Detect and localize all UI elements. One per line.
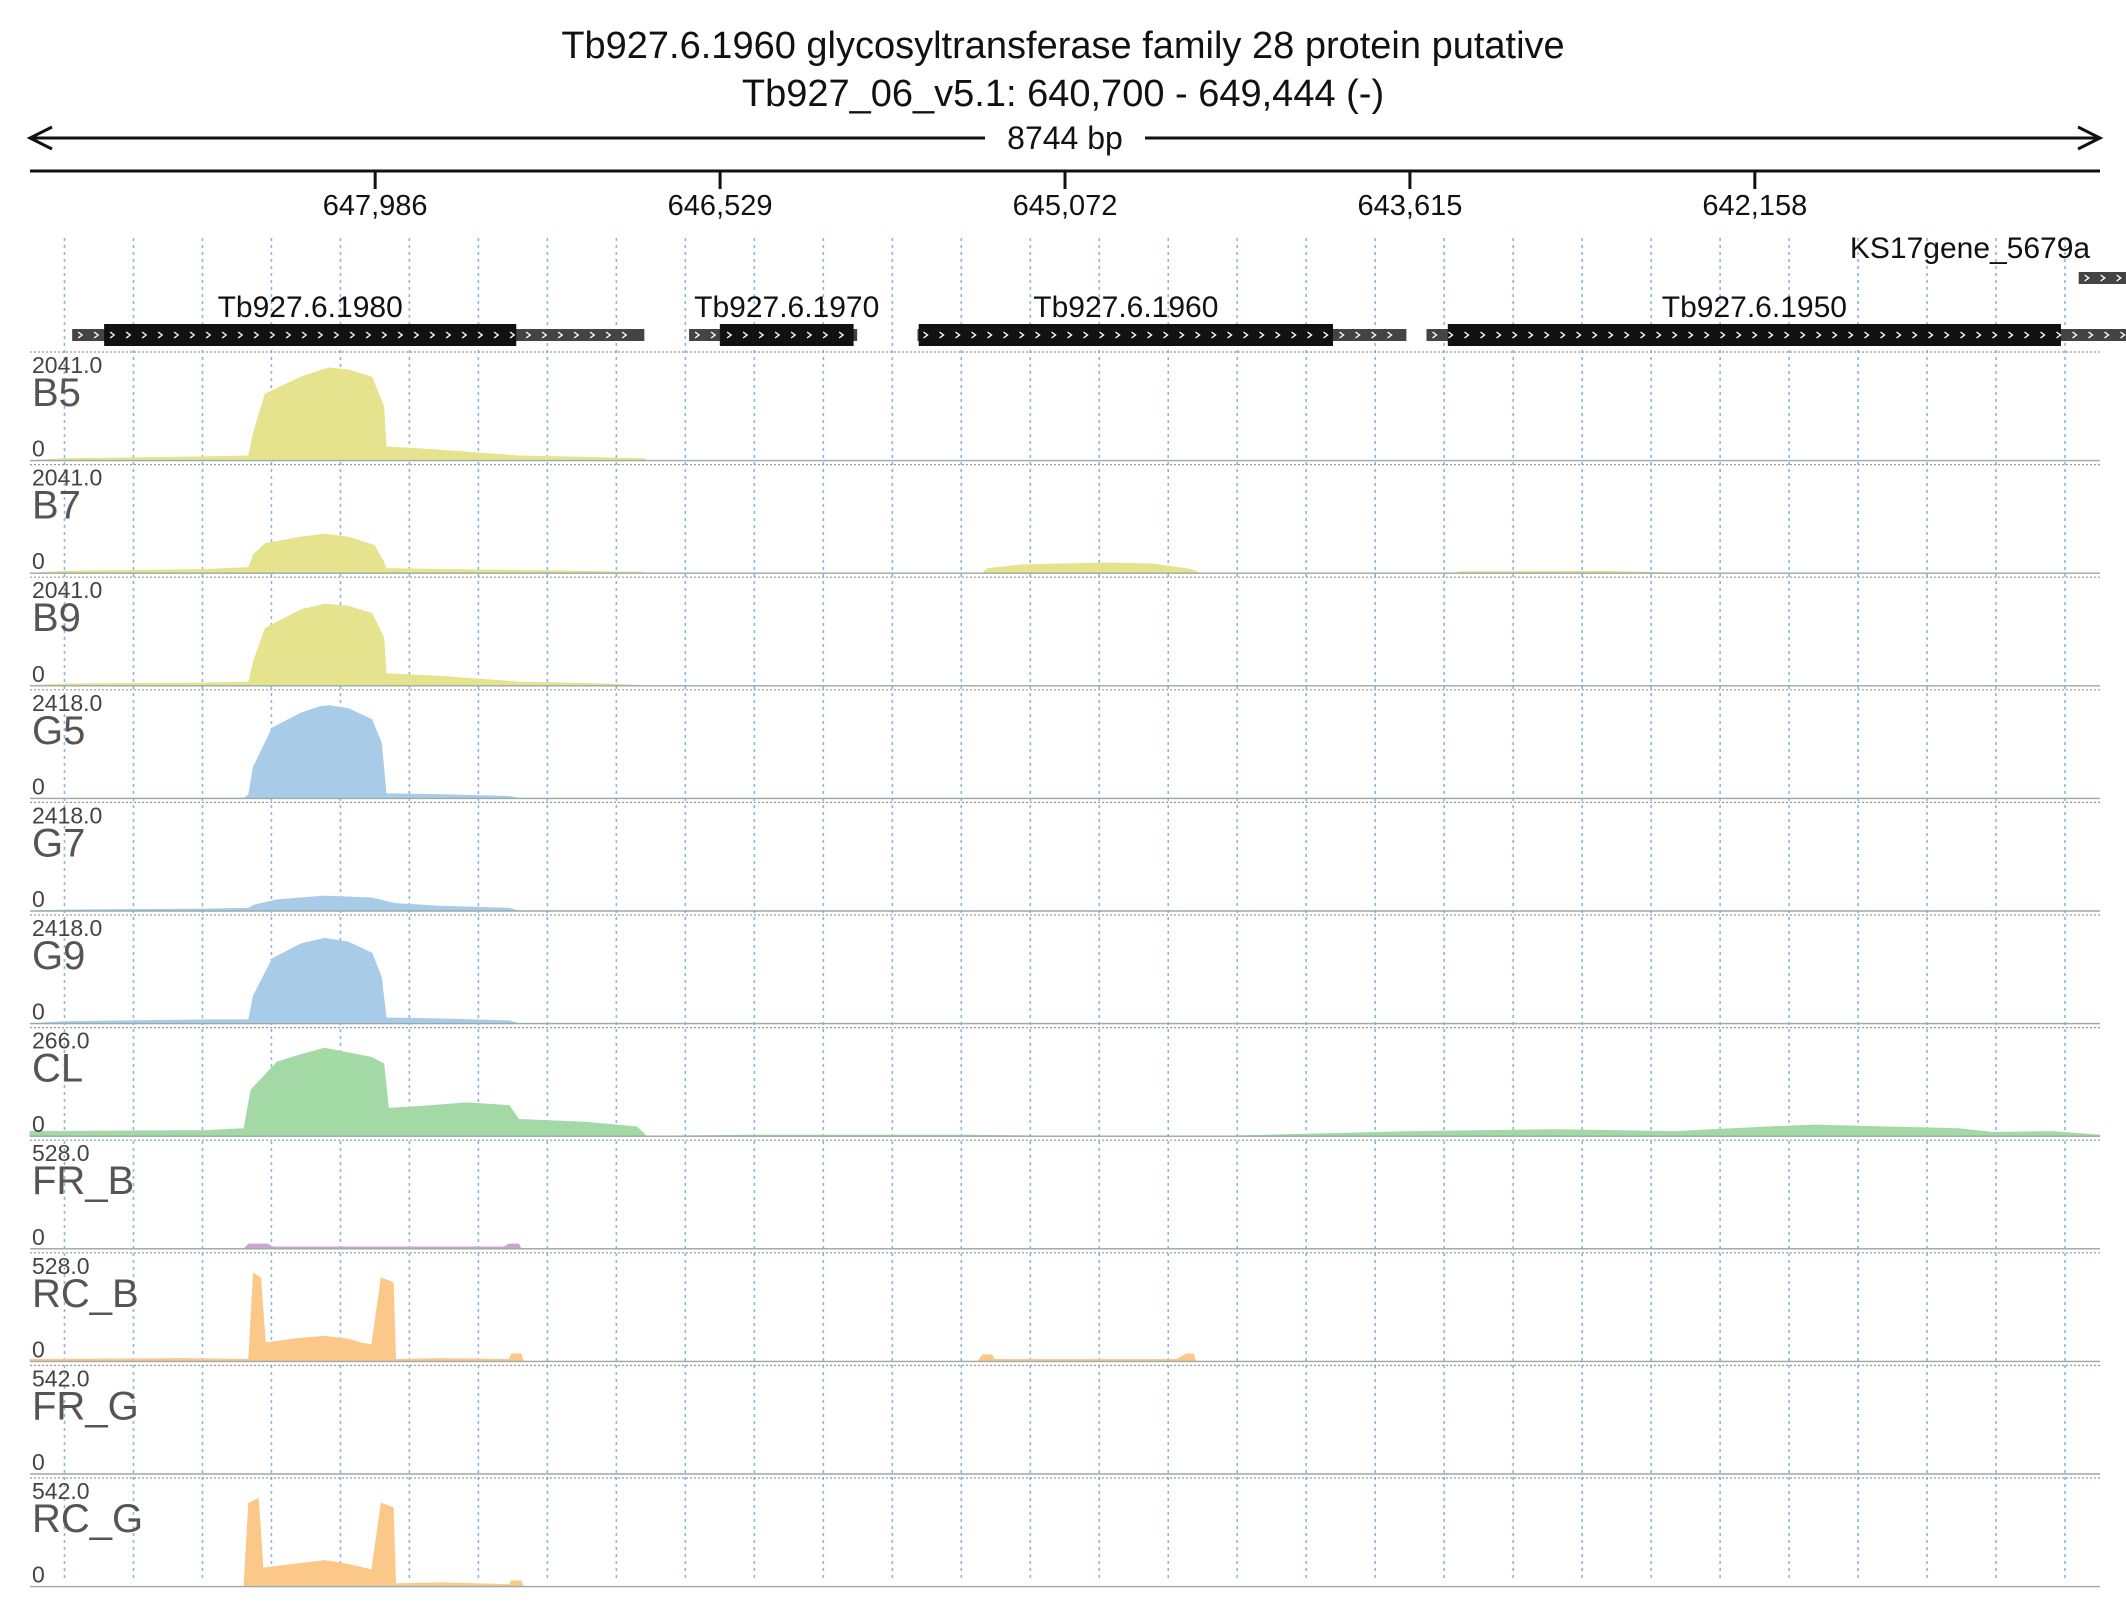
track-min-label: 0 — [32, 773, 45, 799]
coverage-area — [29, 367, 2100, 462]
gene-model: Tb927.6.1960 — [917, 291, 1407, 346]
track-max-label: 2418.0 — [32, 915, 102, 941]
coverage-area — [30, 1497, 2100, 1588]
gene-label: KS17gene_5679a — [1850, 232, 2091, 265]
coverage-area — [30, 705, 2100, 799]
track-max-label: 542.0 — [32, 1478, 90, 1504]
track-min-label: 0 — [32, 1336, 45, 1362]
track-name-label: RC_B — [32, 1272, 139, 1316]
span-arrow-right-icon — [2077, 125, 2104, 151]
track-name-label: FR_G — [32, 1384, 139, 1428]
strand-chevron-icon — [2084, 274, 2122, 282]
coverage-track-fr-g: 542.0FR_G 0 — [30, 1364, 2100, 1475]
track-min-label: 0 — [32, 1111, 45, 1137]
ruler-tick-label: 646,529 — [668, 190, 773, 222]
track-min-label: 0 — [32, 436, 45, 462]
plot-title: Tb927.6.1960 glycosyltransferase family … — [561, 25, 1565, 67]
gene-model: Tb927.6.1980 — [72, 291, 645, 346]
track-max-label: 528.0 — [32, 1253, 90, 1279]
track-min-label: 0 — [32, 886, 45, 912]
gene-model: Tb927.6.1970 — [689, 291, 879, 346]
track-min-label: 0 — [32, 1562, 45, 1588]
track-min-label: 0 — [32, 548, 45, 574]
track-name-label: CL — [32, 1047, 83, 1091]
coverage-track-b9: 2041.0B9 0 — [29, 576, 2100, 687]
coverage-track-cl: 266.0CL 0 — [29, 1026, 2101, 1137]
strand-chevron-icon — [694, 331, 845, 339]
ruler-tick-label: 643,615 — [1358, 190, 1463, 222]
coverage-track-g9: 2418.0G9 0 — [29, 914, 2100, 1025]
track-name-label: FR_B — [32, 1159, 134, 1203]
gene-model: Tb927.6.1950 — [1426, 291, 2126, 346]
track-name-label: B7 — [32, 484, 81, 528]
track-max-label: 266.0 — [32, 1028, 90, 1054]
coverage-area — [29, 603, 2100, 687]
gene-model: KS17gene_5679a — [1850, 232, 2126, 284]
coverage-track-b5: 2041.0B5 0 — [29, 351, 2100, 462]
gene-cds — [104, 324, 517, 346]
coverage-track-g5: 2418.0G5 0 — [30, 689, 2100, 799]
track-min-label: 0 — [32, 661, 45, 687]
track-max-label: 2041.0 — [32, 465, 102, 491]
track-name-label: B5 — [32, 371, 81, 415]
track-min-label: 0 — [32, 1224, 45, 1250]
span-length-label: 8744 bp — [1007, 120, 1123, 156]
track-max-label: 528.0 — [32, 1140, 90, 1166]
span-indicator: 8744 bp — [26, 120, 2104, 156]
coverage-track-b7: 2041.0B7 0 — [29, 464, 2100, 574]
locus-title: Tb927_06_v5.1: 640,700 - 649,444 (-) — [741, 73, 1385, 115]
gene-cds — [2078, 272, 2126, 284]
track-min-label: 0 — [32, 1449, 45, 1475]
gene-label: Tb927.6.1950 — [1662, 291, 1847, 324]
gene-cds — [918, 324, 1333, 346]
strand-chevron-icon — [923, 331, 1393, 339]
ruler-tick-label: 642,158 — [1702, 190, 1807, 222]
track-min-label: 0 — [32, 999, 45, 1025]
gene-track: Tb927.6.1980 Tb927.6.1970 Tb927.6.1960 Tb92… — [72, 232, 2126, 346]
track-max-label: 2041.0 — [32, 352, 102, 378]
coverage-area — [29, 937, 2100, 1025]
track-max-label: 2041.0 — [32, 577, 102, 603]
ruler-tick-label: 645,072 — [1013, 190, 1118, 222]
gene-label: Tb927.6.1960 — [1033, 291, 1218, 324]
gene-label: Tb927.6.1970 — [694, 291, 879, 324]
gene-label: Tb927.6.1980 — [218, 291, 403, 324]
ruler-tick-label: 647,986 — [323, 190, 428, 222]
track-max-label: 542.0 — [32, 1365, 90, 1391]
coverage-area — [29, 1272, 2100, 1362]
coverage-track-rc-g: 542.0RC_G 0 — [30, 1477, 2100, 1588]
track-name-label: G5 — [32, 709, 85, 753]
track-name-label: G7 — [32, 821, 85, 865]
span-arrow-left-icon — [26, 125, 53, 151]
track-max-label: 2418.0 — [32, 690, 102, 716]
coverage-track-rc-b: 528.0RC_B 0 — [29, 1252, 2100, 1362]
strand-chevron-icon — [77, 331, 628, 339]
strand-chevron-icon — [1432, 331, 2126, 339]
gene-cds — [1447, 324, 2061, 346]
track-name-label: G9 — [32, 934, 85, 978]
track-name-label: RC_G — [32, 1497, 143, 1541]
coverage-tracks: 2041.0B502041.0B702041.0B902418.0G502418… — [29, 351, 2101, 1588]
track-name-label: B9 — [32, 596, 81, 640]
coverage-track-g7: 2418.0G7 0 — [29, 801, 2100, 912]
coordinate-ruler: 647,986 646,529 645,072 643,615 642,158 — [30, 169, 2100, 222]
track-max-label: 2418.0 — [32, 802, 102, 828]
coverage-track-fr-b: 528.0FR_B 0 — [30, 1139, 2100, 1250]
gene-cds — [719, 324, 854, 346]
